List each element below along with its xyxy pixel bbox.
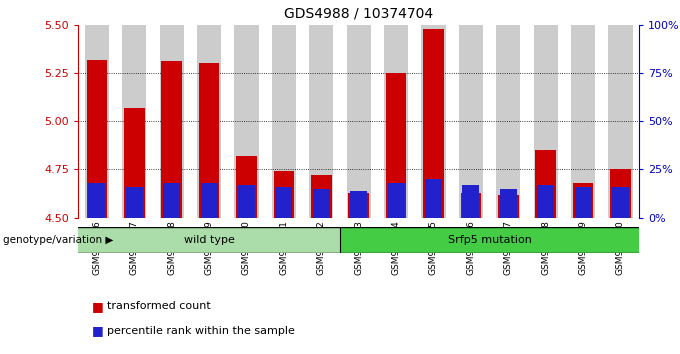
Bar: [459, 25, 483, 218]
Bar: [500, 189, 517, 218]
Text: Srfp5 mutation: Srfp5 mutation: [447, 235, 532, 245]
Bar: [347, 25, 371, 218]
Bar: [122, 25, 146, 218]
Bar: [309, 25, 333, 218]
Bar: [311, 175, 332, 218]
Bar: [235, 25, 258, 218]
Text: genotype/variation ▶: genotype/variation ▶: [3, 235, 114, 245]
Bar: [422, 25, 445, 218]
Text: percentile rank within the sample: percentile rank within the sample: [107, 326, 294, 336]
Bar: [78, 227, 340, 253]
Bar: [534, 25, 558, 218]
Bar: [575, 187, 592, 218]
Bar: [275, 187, 292, 218]
Bar: [86, 59, 107, 218]
Bar: [460, 193, 481, 218]
Bar: [199, 63, 220, 218]
Bar: [388, 183, 405, 218]
Bar: [423, 29, 444, 218]
Bar: [535, 150, 556, 218]
Bar: [340, 227, 639, 253]
Bar: [197, 25, 221, 218]
Bar: [236, 156, 257, 218]
Bar: [161, 62, 182, 218]
Bar: [124, 108, 145, 218]
Bar: [384, 25, 408, 218]
Bar: [163, 183, 180, 218]
Bar: [496, 25, 520, 218]
Text: wild type: wild type: [184, 235, 235, 245]
Bar: [350, 191, 367, 218]
Bar: [425, 179, 442, 218]
Text: ■: ■: [92, 300, 103, 313]
Bar: [386, 73, 407, 218]
Bar: [498, 195, 519, 218]
Bar: [272, 25, 296, 218]
Bar: [313, 189, 330, 218]
Bar: [348, 193, 369, 218]
Title: GDS4988 / 10374704: GDS4988 / 10374704: [284, 7, 433, 21]
Bar: [85, 25, 109, 218]
Bar: [273, 171, 294, 218]
Text: transformed count: transformed count: [107, 301, 211, 311]
Bar: [571, 25, 595, 218]
Bar: [462, 185, 479, 218]
Bar: [537, 185, 554, 218]
Bar: [238, 185, 255, 218]
Bar: [201, 183, 218, 218]
Text: ■: ■: [92, 325, 103, 337]
Bar: [126, 187, 143, 218]
Bar: [573, 183, 594, 218]
Bar: [610, 170, 631, 218]
Bar: [612, 187, 629, 218]
Bar: [609, 25, 632, 218]
Bar: [88, 183, 105, 218]
Bar: [160, 25, 184, 218]
